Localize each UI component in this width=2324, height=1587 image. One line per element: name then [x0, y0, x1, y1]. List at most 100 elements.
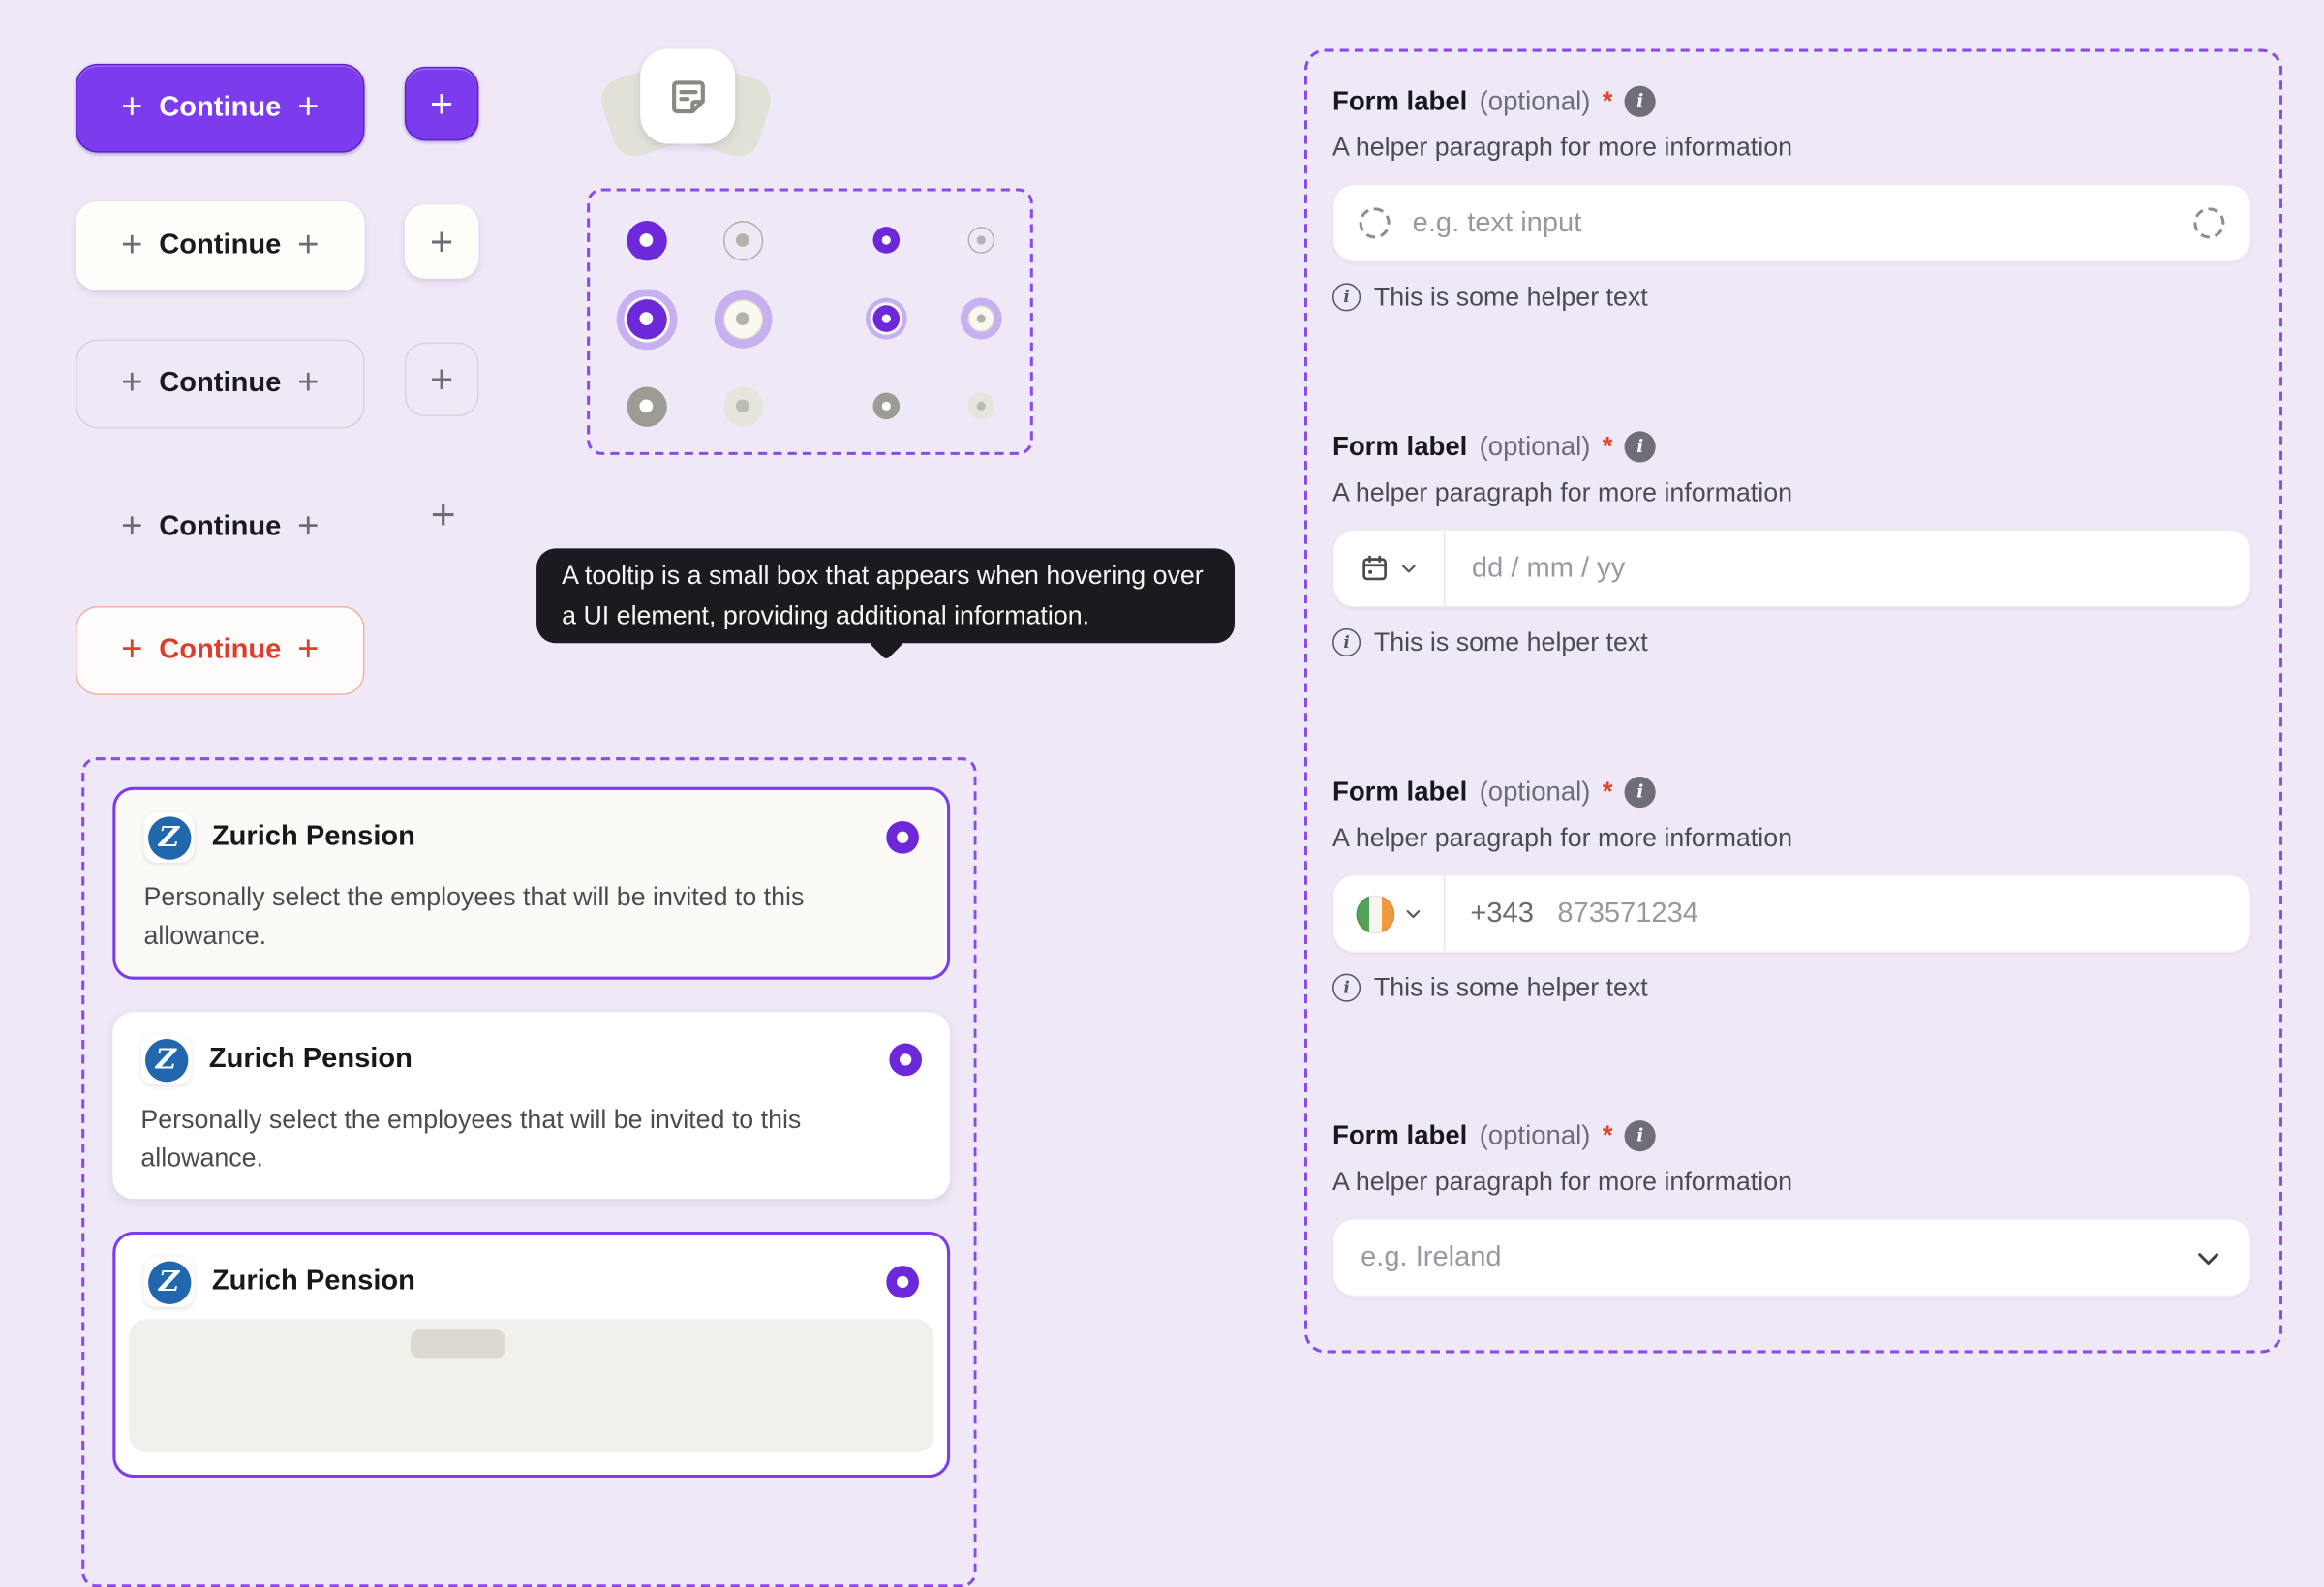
helper-paragraph: A helper paragraph for more information [1332, 1166, 1792, 1197]
add-icon-button-primary[interactable]: + [404, 66, 479, 141]
required-asterisk: * [1602, 1119, 1613, 1149]
required-asterisk: * [1602, 776, 1613, 806]
continue-button-secondary[interactable]: + Continue + [76, 201, 365, 290]
radio-unselected-lg[interactable] [722, 220, 763, 260]
country-select-field[interactable] [1333, 1239, 2194, 1276]
form-label: Form label [1332, 85, 1468, 115]
phone-input-field[interactable] [1554, 896, 2250, 931]
optional-hint: (optional) [1479, 776, 1591, 806]
plus-icon: + [430, 491, 456, 539]
tooltip: A tooltip is a small box that appears wh… [536, 548, 1235, 644]
plus-icon: + [121, 504, 143, 547]
info-icon[interactable]: i [1624, 430, 1656, 462]
card-title: Zurich Pension [211, 820, 415, 853]
plus-icon: + [430, 218, 454, 263]
allowance-card-focused[interactable]: Z Zurich Pension [112, 1231, 951, 1479]
radio-unselected-sm[interactable] [967, 227, 995, 254]
card-content-skeleton [129, 1319, 934, 1452]
helper-text: This is some helper text [1373, 281, 1648, 312]
radio-button-states-grid [587, 188, 1033, 455]
card-title: Zurich Pension [211, 1266, 415, 1297]
radio-selected-lg[interactable] [626, 220, 667, 260]
note-sticker[interactable] [596, 46, 777, 163]
continue-button-ghost[interactable]: + Continue + [76, 483, 364, 572]
helper-paragraph: A helper paragraph for more information [1332, 476, 1792, 507]
plus-icon: + [121, 85, 143, 127]
continue-button-label: Continue [159, 91, 282, 124]
chevron-down-icon [2198, 1252, 2219, 1265]
required-asterisk: * [1602, 85, 1613, 115]
phone-prefix: +343 [1470, 897, 1534, 929]
tooltip-text: A tooltip is a small box that appears wh… [562, 560, 1204, 630]
sticker-card [640, 48, 736, 144]
date-input-field[interactable] [1445, 550, 2250, 587]
dashed-circle-icon [2193, 207, 2225, 239]
radio-unselected-focus-sm[interactable] [967, 305, 995, 332]
allowance-card-selected[interactable]: Z Zurich Pension Personally select the e… [112, 786, 951, 980]
form-label: Form label [1332, 1119, 1468, 1149]
form-label: Form label [1332, 776, 1468, 806]
form-field-phone: Form label (optional) * i A helper parag… [1332, 774, 2251, 1003]
card-radio-selected[interactable] [886, 820, 919, 854]
form-field-text: Form label (optional) * i A helper parag… [1332, 83, 2251, 313]
radio-selected-focus-sm[interactable] [872, 305, 901, 332]
plus-icon: + [121, 360, 143, 403]
card-description: Personally select the employees that wil… [143, 881, 805, 951]
skeleton-pill [410, 1328, 505, 1359]
add-icon-button-ghost[interactable]: + [421, 491, 466, 541]
plus-icon: + [121, 627, 143, 670]
phone-input: +343 [1332, 874, 2251, 954]
optional-hint: (optional) [1479, 85, 1591, 115]
continue-button-danger[interactable]: + Continue + [76, 606, 365, 695]
helper-text: This is some helper text [1373, 626, 1648, 657]
ireland-flag-icon [1355, 894, 1394, 933]
zurich-logo-letter: Z [144, 1038, 188, 1082]
text-input-field[interactable] [1409, 204, 2175, 241]
country-select[interactable] [1332, 1218, 2251, 1297]
plus-icon: + [297, 360, 320, 403]
continue-button-primary[interactable]: + Continue + [76, 63, 365, 153]
info-circle-icon: i [1332, 973, 1361, 1002]
optional-hint: (optional) [1479, 1119, 1591, 1149]
plus-icon: + [297, 627, 320, 670]
info-circle-icon: i [1332, 283, 1361, 312]
helper-paragraph: A helper paragraph for more information [1332, 132, 1792, 162]
radio-unselected-disabled-sm [967, 392, 995, 420]
zurich-logo: Z [140, 1034, 192, 1085]
helper-paragraph: A helper paragraph for more information [1332, 822, 1792, 853]
form-label: Form label [1332, 430, 1468, 461]
text-input [1332, 183, 2251, 262]
add-icon-button-outline[interactable]: + [404, 342, 479, 417]
radio-selected-disabled-sm [872, 392, 901, 420]
continue-button-outline[interactable]: + Continue + [76, 339, 365, 429]
continue-button-label: Continue [159, 511, 282, 543]
required-asterisk: * [1602, 430, 1613, 461]
card-radio-selected[interactable] [886, 1266, 919, 1298]
info-icon[interactable]: i [1624, 1119, 1656, 1151]
add-icon-button-secondary[interactable]: + [404, 204, 479, 279]
allowance-card[interactable]: Z Zurich Pension Personally select the e… [112, 1012, 951, 1200]
continue-button-label: Continue [159, 367, 282, 399]
note-icon [671, 79, 705, 113]
card-radio-selected[interactable] [889, 1043, 923, 1077]
radio-selected-disabled-lg [626, 385, 667, 427]
radio-selected-focus-lg[interactable] [626, 298, 667, 339]
continue-button-label: Continue [159, 634, 282, 666]
date-format-selector[interactable] [1334, 530, 1446, 607]
continue-button-label: Continue [159, 229, 282, 261]
zurich-logo: Z [143, 811, 195, 863]
dashed-circle-icon [1359, 207, 1391, 239]
plus-icon: + [297, 223, 320, 265]
radio-selected-sm[interactable] [872, 227, 901, 254]
info-circle-icon: i [1332, 627, 1361, 657]
plus-icon: + [430, 356, 454, 402]
chevron-down-icon [1405, 910, 1420, 919]
helper-text: This is some helper text [1373, 972, 1648, 1002]
design-canvas: + Continue + + + Continue + + + Continue… [0, 0, 2324, 1307]
radio-unselected-focus-lg[interactable] [722, 298, 763, 339]
info-icon[interactable]: i [1624, 776, 1656, 808]
info-icon[interactable]: i [1624, 85, 1656, 117]
form-field-date: Form label (optional) * i A helper parag… [1332, 428, 2251, 657]
plus-icon: + [297, 504, 320, 547]
country-code-selector[interactable] [1334, 875, 1446, 952]
